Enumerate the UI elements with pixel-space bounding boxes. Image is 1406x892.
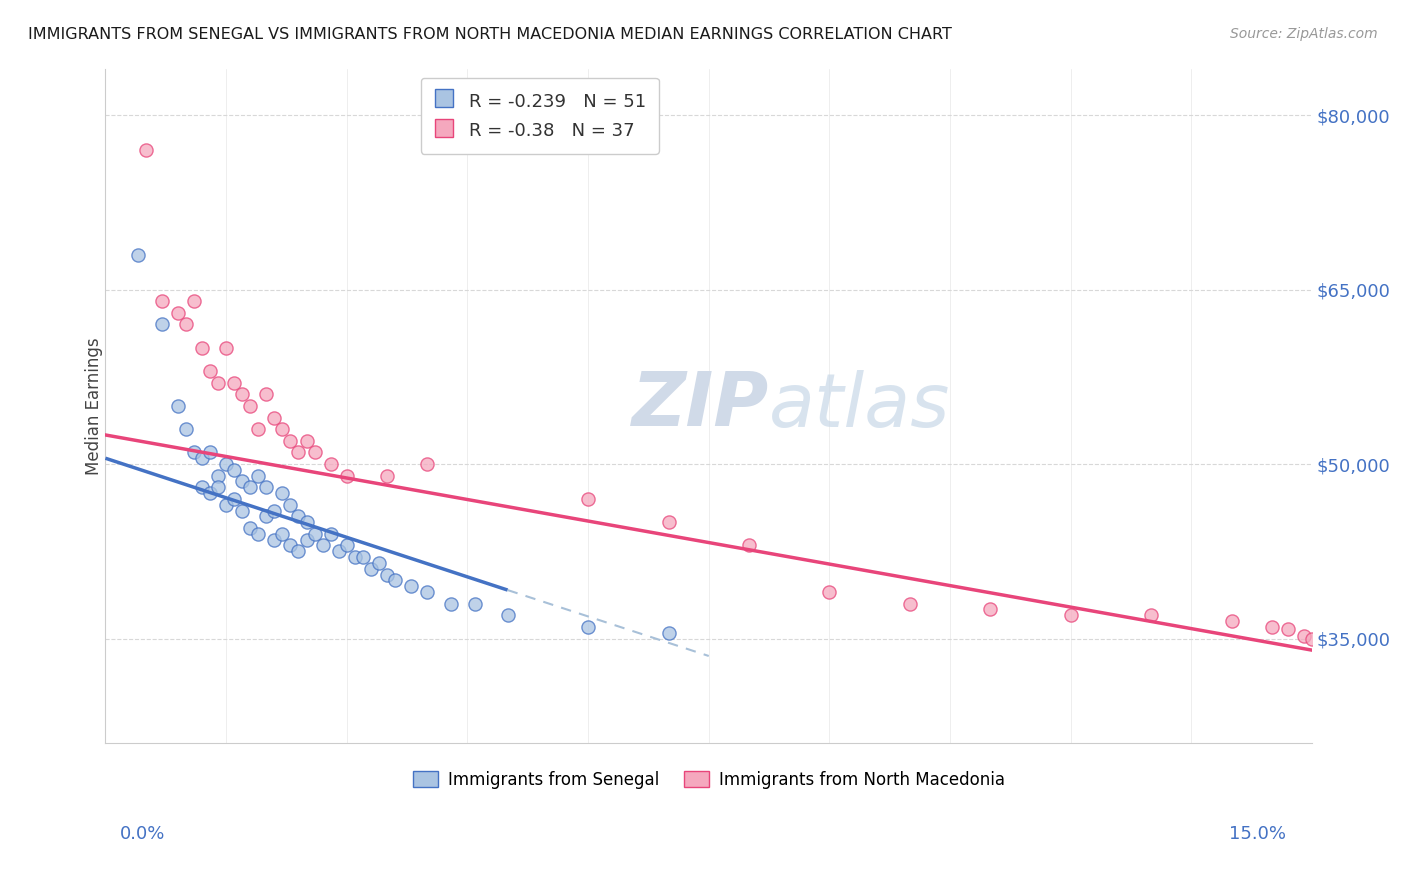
- Point: [576, 620, 599, 634]
- Point: [496, 608, 519, 623]
- Text: 15.0%: 15.0%: [1229, 825, 1286, 843]
- Point: [287, 509, 309, 524]
- Point: [239, 521, 262, 535]
- Point: [368, 556, 391, 570]
- Point: [198, 445, 221, 459]
- Point: [166, 306, 188, 320]
- Point: [191, 451, 214, 466]
- Point: [657, 515, 679, 529]
- Point: [304, 526, 326, 541]
- Point: [343, 550, 366, 565]
- Point: [231, 503, 253, 517]
- Point: [247, 422, 270, 436]
- Point: [287, 544, 309, 558]
- Text: Source: ZipAtlas.com: Source: ZipAtlas.com: [1230, 27, 1378, 41]
- Point: [191, 480, 214, 494]
- Point: [280, 434, 302, 448]
- Point: [191, 341, 214, 355]
- Point: [183, 445, 205, 459]
- Point: [231, 475, 253, 489]
- Text: atlas: atlas: [769, 370, 950, 442]
- Point: [295, 533, 318, 547]
- Point: [127, 247, 149, 261]
- Point: [174, 422, 197, 436]
- Point: [1294, 629, 1316, 643]
- Point: [311, 539, 333, 553]
- Text: 0.0%: 0.0%: [120, 825, 165, 843]
- Legend: Immigrants from Senegal, Immigrants from North Macedonia: Immigrants from Senegal, Immigrants from…: [406, 764, 1011, 796]
- Point: [328, 544, 350, 558]
- Point: [207, 480, 229, 494]
- Point: [280, 539, 302, 553]
- Point: [319, 457, 342, 471]
- Point: [464, 597, 486, 611]
- Point: [738, 539, 761, 553]
- Point: [254, 480, 277, 494]
- Point: [263, 410, 285, 425]
- Point: [271, 422, 294, 436]
- Point: [295, 515, 318, 529]
- Point: [375, 567, 398, 582]
- Point: [360, 562, 382, 576]
- Point: [247, 468, 270, 483]
- Point: [898, 597, 921, 611]
- Point: [198, 486, 221, 500]
- Point: [239, 399, 262, 413]
- Point: [231, 387, 253, 401]
- Point: [336, 539, 359, 553]
- Point: [271, 486, 294, 500]
- Point: [150, 294, 173, 309]
- Point: [224, 376, 246, 390]
- Point: [416, 585, 439, 599]
- Point: [1301, 632, 1323, 646]
- Point: [215, 457, 238, 471]
- Point: [174, 318, 197, 332]
- Point: [384, 574, 406, 588]
- Point: [657, 625, 679, 640]
- Point: [198, 364, 221, 378]
- Point: [1060, 608, 1083, 623]
- Point: [239, 480, 262, 494]
- Point: [150, 318, 173, 332]
- Point: [399, 579, 422, 593]
- Point: [263, 503, 285, 517]
- Point: [224, 463, 246, 477]
- Point: [254, 387, 277, 401]
- Point: [375, 468, 398, 483]
- Point: [254, 509, 277, 524]
- Point: [1140, 608, 1163, 623]
- Point: [271, 526, 294, 541]
- Point: [979, 602, 1001, 616]
- Point: [304, 445, 326, 459]
- Point: [207, 468, 229, 483]
- Point: [576, 491, 599, 506]
- Point: [263, 533, 285, 547]
- Point: [247, 526, 270, 541]
- Point: [215, 341, 238, 355]
- Point: [440, 597, 463, 611]
- Point: [416, 457, 439, 471]
- Point: [1220, 614, 1243, 628]
- Point: [352, 550, 374, 565]
- Text: IMMIGRANTS FROM SENEGAL VS IMMIGRANTS FROM NORTH MACEDONIA MEDIAN EARNINGS CORRE: IMMIGRANTS FROM SENEGAL VS IMMIGRANTS FR…: [28, 27, 952, 42]
- Point: [1261, 620, 1284, 634]
- Point: [166, 399, 188, 413]
- Point: [295, 434, 318, 448]
- Point: [224, 491, 246, 506]
- Point: [287, 445, 309, 459]
- Point: [215, 498, 238, 512]
- Point: [818, 585, 841, 599]
- Point: [319, 526, 342, 541]
- Point: [336, 468, 359, 483]
- Point: [1277, 622, 1299, 636]
- Point: [135, 143, 157, 157]
- Y-axis label: Median Earnings: Median Earnings: [86, 337, 103, 475]
- Point: [207, 376, 229, 390]
- Point: [280, 498, 302, 512]
- Point: [183, 294, 205, 309]
- Text: ZIP: ZIP: [631, 369, 769, 442]
